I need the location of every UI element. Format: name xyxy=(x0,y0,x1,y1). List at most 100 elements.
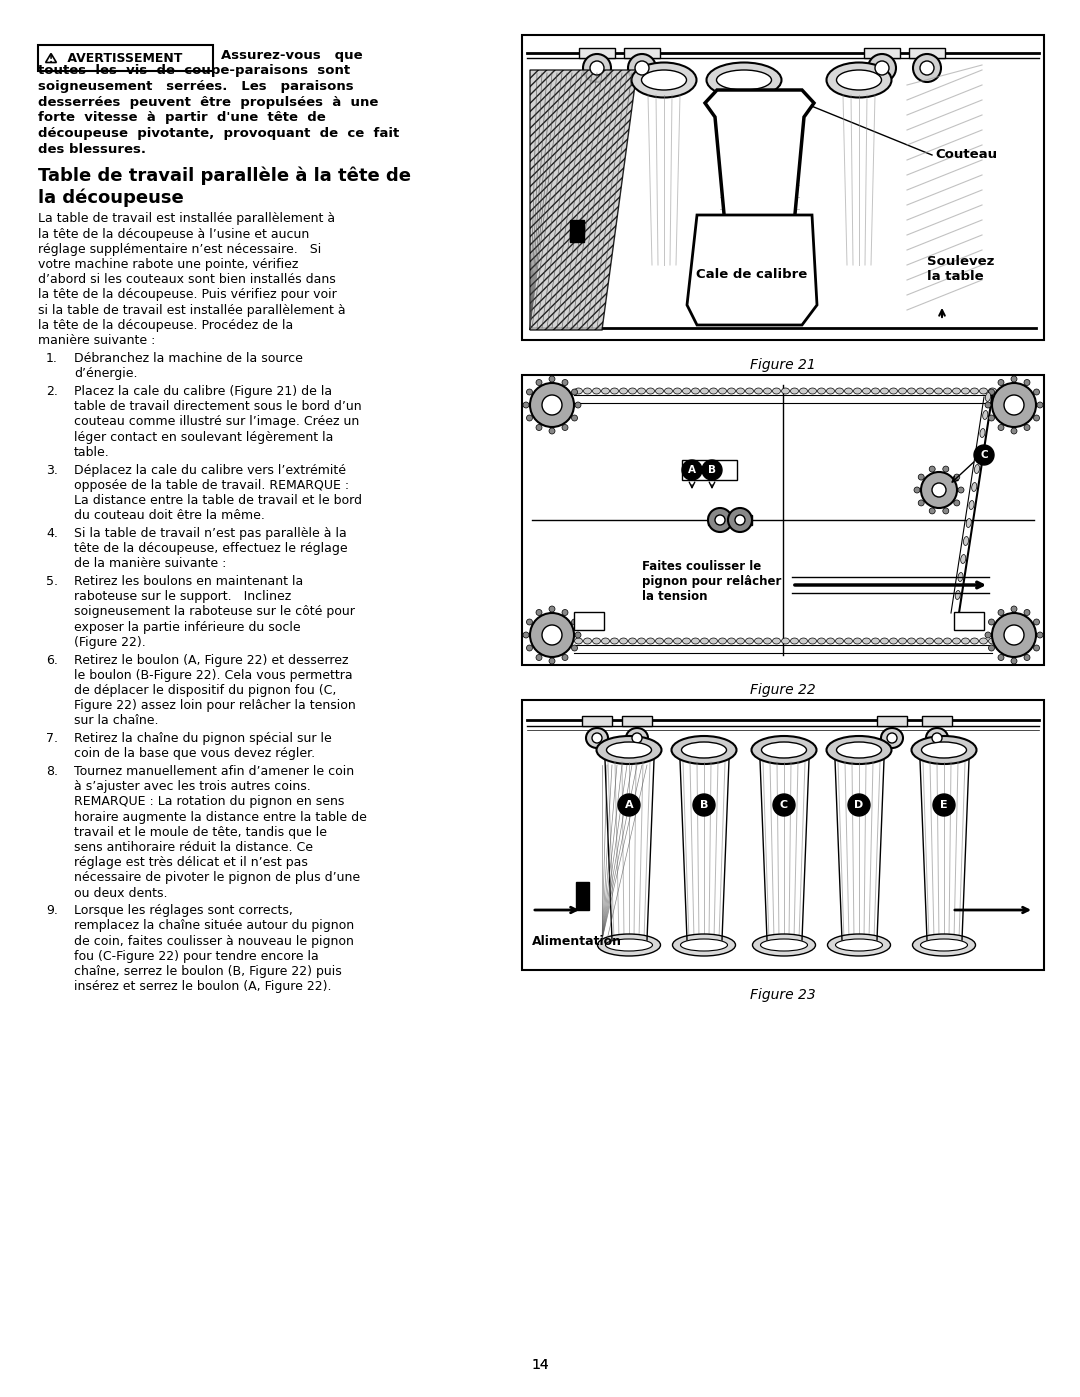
Ellipse shape xyxy=(980,638,987,644)
Text: Cale de calibre: Cale de calibre xyxy=(697,268,808,282)
Ellipse shape xyxy=(929,509,935,514)
Ellipse shape xyxy=(926,728,948,747)
Ellipse shape xyxy=(826,736,891,764)
Ellipse shape xyxy=(683,388,690,394)
Ellipse shape xyxy=(932,733,942,743)
Ellipse shape xyxy=(943,467,949,472)
Ellipse shape xyxy=(872,638,879,644)
Ellipse shape xyxy=(745,388,754,394)
Bar xyxy=(576,882,589,909)
Text: (Figure 22).: (Figure 22). xyxy=(75,636,146,648)
Ellipse shape xyxy=(526,619,532,624)
Ellipse shape xyxy=(1024,655,1030,661)
Text: Figure 22) assez loin pour relâcher la tension: Figure 22) assez loin pour relâcher la t… xyxy=(75,698,355,712)
Text: horaire augmente la distance entre la table de: horaire augmente la distance entre la ta… xyxy=(75,810,367,823)
Bar xyxy=(864,47,900,59)
Ellipse shape xyxy=(593,638,600,644)
Text: C: C xyxy=(780,800,788,810)
Text: 1.: 1. xyxy=(46,352,58,365)
FancyBboxPatch shape xyxy=(38,45,213,71)
Bar xyxy=(708,515,752,525)
Ellipse shape xyxy=(890,638,897,644)
Text: La table de travail est installée parallèlement à: La table de travail est installée parall… xyxy=(38,212,335,225)
Ellipse shape xyxy=(755,638,762,644)
Text: A: A xyxy=(624,800,633,810)
Ellipse shape xyxy=(998,655,1004,661)
Bar xyxy=(522,35,1044,339)
Text: d’abord si les couteaux sont bien installés dans: d’abord si les couteaux sont bien instal… xyxy=(38,274,336,286)
Ellipse shape xyxy=(988,619,995,624)
Ellipse shape xyxy=(921,742,967,759)
Ellipse shape xyxy=(691,638,700,644)
Ellipse shape xyxy=(562,655,568,661)
Ellipse shape xyxy=(596,736,661,764)
Ellipse shape xyxy=(971,388,978,394)
Circle shape xyxy=(728,509,752,532)
Ellipse shape xyxy=(958,573,963,581)
Ellipse shape xyxy=(562,380,568,386)
Ellipse shape xyxy=(1024,609,1030,616)
Circle shape xyxy=(542,624,562,645)
Ellipse shape xyxy=(929,467,935,472)
Ellipse shape xyxy=(926,638,933,644)
Ellipse shape xyxy=(718,638,727,644)
Text: sens antihoraire réduit la distance. Ce: sens antihoraire réduit la distance. Ce xyxy=(75,841,313,854)
Ellipse shape xyxy=(583,638,592,644)
Text: couteau comme illustré sur l’image. Créez un: couteau comme illustré sur l’image. Crée… xyxy=(75,415,360,429)
Ellipse shape xyxy=(818,638,825,644)
Text: Retirez la chaîne du pignon spécial sur le: Retirez la chaîne du pignon spécial sur … xyxy=(75,732,332,745)
Bar xyxy=(579,47,615,59)
Ellipse shape xyxy=(988,388,997,394)
Ellipse shape xyxy=(672,736,737,764)
Polygon shape xyxy=(687,215,816,326)
Text: Retirez les boulons en maintenant la: Retirez les boulons en maintenant la xyxy=(75,576,303,588)
Bar xyxy=(582,717,612,726)
Ellipse shape xyxy=(853,638,862,644)
Ellipse shape xyxy=(716,70,771,89)
Ellipse shape xyxy=(629,638,636,644)
Ellipse shape xyxy=(934,638,943,644)
Ellipse shape xyxy=(728,638,735,644)
Ellipse shape xyxy=(1011,606,1017,612)
Ellipse shape xyxy=(863,638,870,644)
Text: AVERTISSEMENT: AVERTISSEMENT xyxy=(63,52,183,64)
Text: le boulon (B-Figure 22). Cela vous permettra: le boulon (B-Figure 22). Cela vous perme… xyxy=(75,669,353,682)
Text: Retirez le boulon (A, Figure 22) et desserrez: Retirez le boulon (A, Figure 22) et dess… xyxy=(75,654,349,666)
Ellipse shape xyxy=(753,935,815,956)
Circle shape xyxy=(681,460,702,481)
Text: insérez et serrez le boulon (A, Figure 22).: insérez et serrez le boulon (A, Figure 2… xyxy=(75,981,332,993)
Bar xyxy=(573,612,604,630)
Ellipse shape xyxy=(972,482,976,492)
Ellipse shape xyxy=(782,638,789,644)
Ellipse shape xyxy=(983,411,988,419)
Ellipse shape xyxy=(1034,645,1040,651)
Text: chaîne, serrez le boulon (B, Figure 22) puis: chaîne, serrez le boulon (B, Figure 22) … xyxy=(75,965,341,978)
Text: toutes  les  vis  de  coupe-paraisons  sont: toutes les vis de coupe-paraisons sont xyxy=(38,64,350,77)
Text: 6.: 6. xyxy=(46,654,58,666)
Text: coin de la base que vous devez régler.: coin de la base que vous devez régler. xyxy=(75,747,315,760)
Circle shape xyxy=(1004,624,1024,645)
Circle shape xyxy=(735,515,745,525)
Ellipse shape xyxy=(988,388,995,395)
Ellipse shape xyxy=(575,388,582,394)
Ellipse shape xyxy=(737,638,744,644)
Bar xyxy=(922,717,951,726)
Text: des blessures.: des blessures. xyxy=(38,142,146,155)
Circle shape xyxy=(542,395,562,415)
Text: la tête de la découpeuse. Puis vérifiez pour voir: la tête de la découpeuse. Puis vérifiez … xyxy=(38,288,337,302)
Text: REMARQUE : La rotation du pignon en sens: REMARQUE : La rotation du pignon en sens xyxy=(75,795,345,809)
Text: de coin, faites coulisser à nouveau le pignon: de coin, faites coulisser à nouveau le p… xyxy=(75,935,354,947)
Text: E: E xyxy=(941,800,948,810)
Ellipse shape xyxy=(926,388,933,394)
Text: 5.: 5. xyxy=(46,576,58,588)
Text: Si la table de travail n’est pas parallèle à la: Si la table de travail n’est pas parallè… xyxy=(75,527,347,539)
Text: la tête de la découpeuse à l’usine et aucun: la tête de la découpeuse à l’usine et au… xyxy=(38,228,309,240)
Circle shape xyxy=(932,483,946,497)
Ellipse shape xyxy=(526,415,532,420)
Ellipse shape xyxy=(607,742,651,759)
Text: 7.: 7. xyxy=(46,732,58,745)
Ellipse shape xyxy=(837,70,881,89)
Ellipse shape xyxy=(863,388,870,394)
Ellipse shape xyxy=(868,54,896,82)
Ellipse shape xyxy=(953,638,960,644)
